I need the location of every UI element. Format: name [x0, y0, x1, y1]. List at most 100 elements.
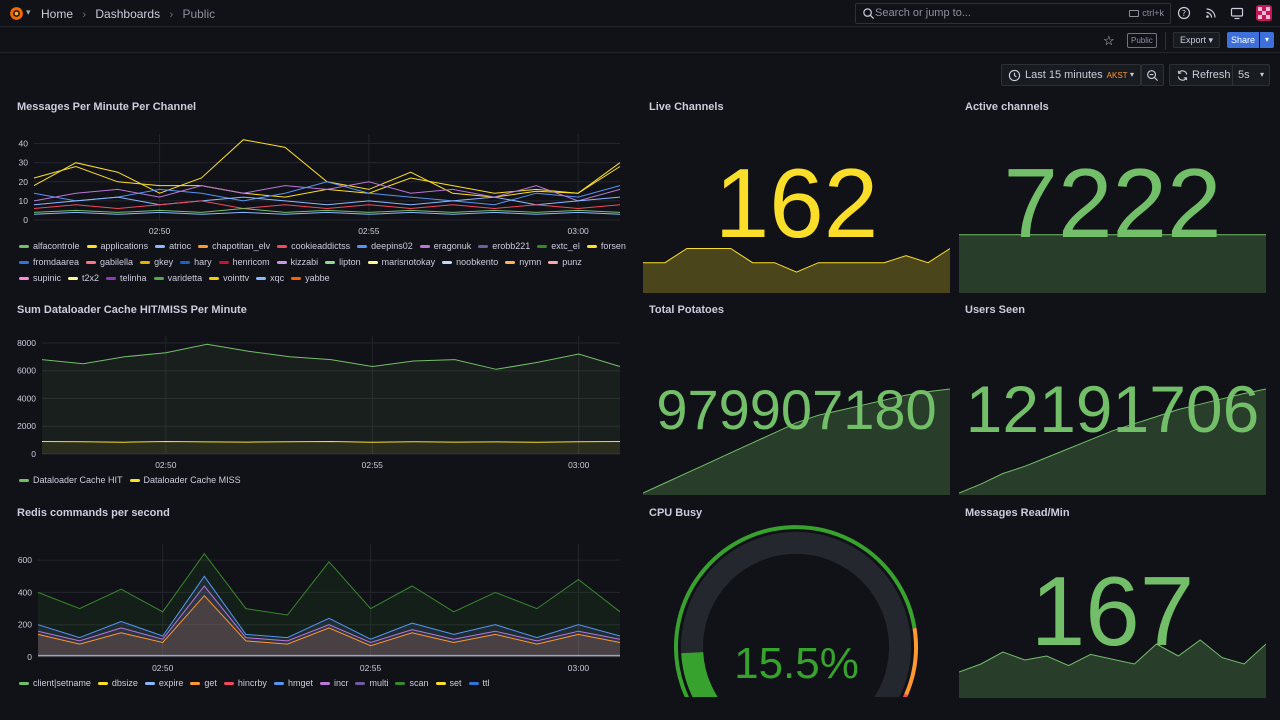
legend-label: atrioc — [169, 241, 192, 251]
legend-item[interactable]: erobb221 — [478, 238, 530, 254]
series-line-hmget — [37, 575, 621, 640]
legend-item[interactable]: hincrby — [223, 675, 267, 691]
monitor-icon[interactable] — [1230, 6, 1244, 20]
legend-item[interactable]: chapotitan_elv — [198, 238, 270, 254]
panel-title-dataloader[interactable]: Sum Dataloader Cache HIT/MISS Per Minute — [17, 304, 247, 316]
cpu-busy-value: 15.5% — [734, 639, 859, 688]
legend-item[interactable]: t2x2 — [68, 270, 99, 286]
live-channels-value: 162 — [714, 148, 879, 258]
series-line-dataloader-cache-miss — [41, 440, 621, 443]
gauge-threshold-orange — [904, 627, 918, 696]
breadcrumb-dashboards[interactable]: Dashboards — [95, 7, 161, 21]
legend-swatch — [19, 277, 29, 281]
share-button[interactable]: Share — [1227, 32, 1259, 48]
legend-row: fromdaarea gabilella gkey hary henricom kizza… — [19, 254, 633, 270]
legend-item[interactable]: nymn — [505, 254, 541, 270]
legend-label: expire — [158, 678, 184, 688]
legend-item[interactable]: punz — [548, 254, 582, 270]
legend-swatch — [435, 682, 446, 686]
search-icon — [863, 8, 875, 20]
messages-read-sparkline — [959, 639, 1266, 698]
legend-label: marisnotokay — [381, 257, 436, 267]
legend-item[interactable]: telinha — [106, 270, 147, 286]
legend-item[interactable]: dbsize — [97, 675, 138, 691]
zoom-out-button[interactable] — [1141, 64, 1164, 86]
legend-item[interactable]: vointtv — [209, 270, 249, 286]
legend-item[interactable]: fromdaarea — [19, 254, 79, 270]
refresh-button[interactable]: Refresh — [1169, 64, 1233, 86]
legend-label: multi — [369, 678, 389, 688]
search-input[interactable]: Search or jump to... ctrl+k — [855, 3, 1171, 24]
timezone-label: AKST — [1106, 71, 1128, 80]
star-icon[interactable]: ☆ — [1103, 33, 1115, 48]
legend-item[interactable]: xqc — [256, 270, 284, 286]
legend-item[interactable]: henricom — [218, 254, 270, 270]
legend-item[interactable]: kizzabi — [276, 254, 319, 270]
legend-item[interactable]: incr — [319, 675, 348, 691]
legend-item[interactable]: gkey — [140, 254, 173, 270]
legend-swatch — [86, 245, 97, 249]
legend-label: dbsize — [111, 678, 138, 688]
refresh-interval-picker[interactable]: 5s ▾ — [1233, 64, 1270, 86]
legend-item[interactable]: lipton — [325, 254, 361, 270]
user-avatar[interactable] — [1256, 5, 1272, 21]
legend-label: telinha — [120, 273, 147, 283]
legend-label: noobkento — [456, 257, 499, 267]
series-line-alfacontrole — [33, 207, 621, 213]
legend-swatch — [19, 682, 29, 686]
panel-title-messages[interactable]: Messages Per Minute Per Channel — [17, 101, 197, 113]
legend-item[interactable]: gabilella — [86, 254, 133, 270]
legend-item[interactable]: Dataloader Cache MISS — [129, 472, 241, 488]
legend-item[interactable]: yabbe — [291, 270, 330, 286]
grafana-logo-icon[interactable] — [8, 5, 25, 22]
legend-item[interactable]: client|setname — [19, 675, 91, 691]
chevron-down-icon[interactable]: ▾ — [26, 7, 31, 17]
series-area-scan — [38, 553, 620, 657]
legend-item[interactable]: hmget — [273, 675, 313, 691]
legend-item[interactable]: cookieaddictss — [277, 238, 350, 254]
legend-item[interactable]: forsen — [586, 238, 626, 254]
panel-title-messages-read[interactable]: Messages Read/Min — [965, 507, 1070, 519]
legend-swatch — [256, 277, 267, 281]
search-shortcut-label: ctrl+k — [1142, 8, 1164, 18]
legend-item[interactable]: marisnotokay — [367, 254, 436, 270]
legend-item[interactable]: multi — [355, 675, 388, 691]
share-dropdown-button[interactable]: ▾ — [1260, 32, 1274, 48]
time-range-picker[interactable]: Last 15 minutes AKST ▾ — [1001, 64, 1141, 86]
legend-item[interactable]: expire — [144, 675, 184, 691]
rss-news-icon[interactable] — [1204, 6, 1218, 20]
legend-item[interactable]: hary — [180, 254, 212, 270]
panel-title-redis[interactable]: Redis commands per second — [17, 507, 170, 519]
users-seen-value: 12191706 — [965, 372, 1260, 446]
series-area-hmget — [38, 576, 620, 657]
legend-item[interactable]: ttl — [468, 675, 490, 691]
legend-item[interactable]: supinic — [19, 270, 61, 286]
legend-item[interactable]: noobkento — [442, 254, 498, 270]
legend-label: gkey — [154, 257, 174, 267]
legend-item[interactable]: scan — [395, 675, 429, 691]
zoom-out-icon — [1147, 70, 1159, 82]
users-seen-sparkline — [959, 388, 1266, 495]
panel-title-cpu-busy[interactable]: CPU Busy — [649, 507, 703, 519]
legend-item[interactable]: varidetta — [153, 270, 202, 286]
panel-title-users-seen[interactable]: Users Seen — [965, 304, 1025, 316]
legend-item[interactable]: Dataloader Cache HIT — [19, 472, 123, 488]
legend-swatch — [19, 261, 29, 265]
legend-label: kizzabi — [290, 257, 319, 267]
help-icon[interactable]: ? — [1177, 6, 1191, 20]
legend-item[interactable]: get — [190, 675, 217, 691]
legend-item[interactable]: deepins02 — [357, 238, 413, 254]
panel-title-live-channels[interactable]: Live Channels — [649, 101, 724, 113]
legend-item[interactable]: eragonuk — [419, 238, 471, 254]
legend-item[interactable]: extc_el — [537, 238, 580, 254]
legend-item[interactable]: alfacontrole — [19, 238, 80, 254]
export-button[interactable]: Export ▾ — [1173, 32, 1221, 48]
legend-item[interactable]: atrioc — [155, 238, 191, 254]
legend-item[interactable]: applications — [86, 238, 148, 254]
breadcrumb-home[interactable]: Home — [41, 7, 74, 21]
y-tick-label: 20 — [19, 177, 29, 187]
x-tick-label: 03:00 — [568, 460, 590, 470]
panel-title-active-channels[interactable]: Active channels — [965, 101, 1049, 113]
panel-title-total-potatoes[interactable]: Total Potatoes — [649, 304, 724, 316]
legend-item[interactable]: set — [435, 675, 462, 691]
